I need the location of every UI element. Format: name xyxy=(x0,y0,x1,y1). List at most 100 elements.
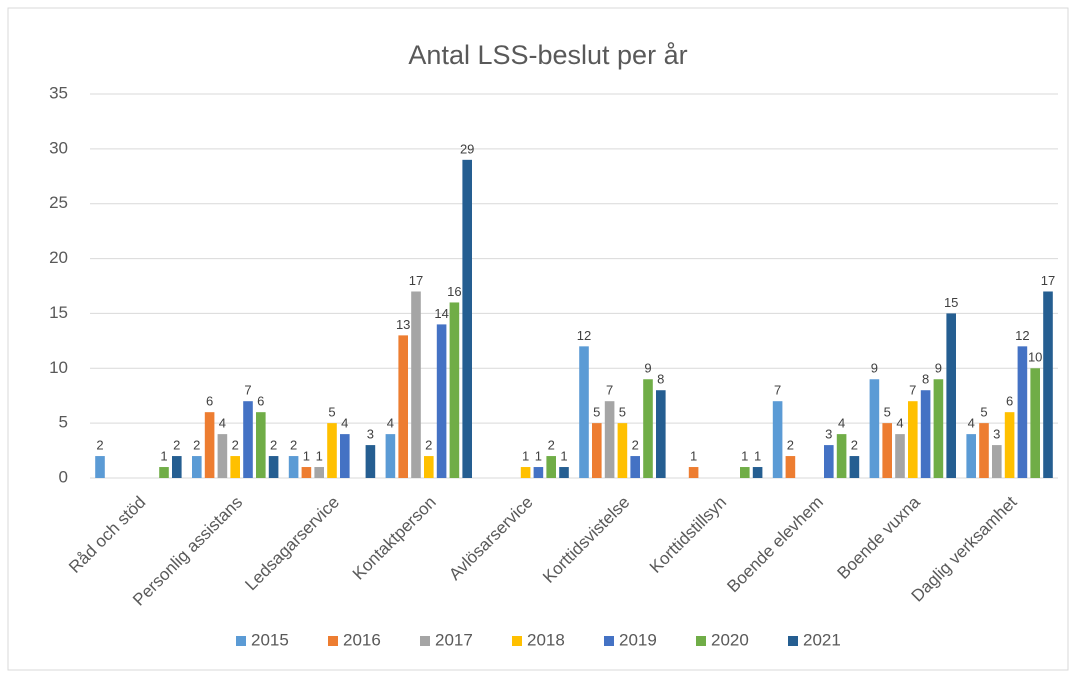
bar xyxy=(411,291,421,478)
data-label: 4 xyxy=(387,416,394,431)
y-tick-label: 0 xyxy=(59,467,68,486)
data-label: 1 xyxy=(535,448,542,463)
bar xyxy=(327,423,337,478)
legend-label: 2015 xyxy=(251,630,289,649)
legend-swatch xyxy=(420,636,430,646)
bar xyxy=(340,434,350,478)
bar xyxy=(398,335,408,478)
data-label: 2 xyxy=(425,437,432,452)
data-label: 6 xyxy=(206,394,213,409)
bar xyxy=(268,456,279,478)
data-label: 3 xyxy=(993,427,1000,442)
data-label: 14 xyxy=(434,306,448,321)
bar xyxy=(933,379,944,478)
bar xyxy=(385,434,396,478)
bar xyxy=(617,423,628,478)
data-label: 29 xyxy=(460,141,474,156)
data-label: 4 xyxy=(838,416,845,431)
legend-label: 2021 xyxy=(803,630,841,649)
bar xyxy=(288,456,299,478)
bar xyxy=(869,379,880,478)
data-label: 7 xyxy=(606,383,613,398)
data-label: 5 xyxy=(328,405,335,420)
bar xyxy=(95,456,105,478)
data-label: 9 xyxy=(871,361,878,376)
data-label: 1 xyxy=(754,448,761,463)
data-label: 5 xyxy=(980,405,987,420)
bar xyxy=(449,302,460,478)
bar xyxy=(1004,412,1015,478)
data-label: 1 xyxy=(316,448,323,463)
data-label: 12 xyxy=(577,328,591,343)
bar xyxy=(849,456,860,478)
data-label: 7 xyxy=(774,383,781,398)
bar xyxy=(256,412,266,478)
data-label: 7 xyxy=(909,383,916,398)
data-label: 5 xyxy=(619,405,626,420)
bar xyxy=(579,346,589,478)
bar xyxy=(836,434,847,478)
data-label: 2 xyxy=(232,437,239,452)
bar xyxy=(436,324,447,478)
data-label: 4 xyxy=(896,416,903,431)
data-label: 2 xyxy=(787,437,794,452)
legend-swatch xyxy=(328,636,338,646)
data-label: 12 xyxy=(1015,328,1029,343)
data-label: 1 xyxy=(741,448,748,463)
data-label: 17 xyxy=(409,273,423,288)
bar xyxy=(1017,346,1028,478)
bar xyxy=(172,456,182,478)
legend-swatch xyxy=(696,636,706,646)
bar xyxy=(740,467,750,478)
bar xyxy=(159,467,169,478)
legend-label: 2016 xyxy=(343,630,381,649)
bar xyxy=(979,423,989,478)
data-label: 2 xyxy=(632,437,639,452)
bar xyxy=(882,423,892,478)
y-tick-label: 15 xyxy=(49,303,68,322)
legend-swatch xyxy=(512,636,522,646)
data-label: 5 xyxy=(593,405,600,420)
legend-swatch xyxy=(236,636,246,646)
data-label: 1 xyxy=(560,448,567,463)
bar xyxy=(688,467,699,478)
y-tick-label: 30 xyxy=(49,138,68,157)
data-label: 4 xyxy=(219,416,226,431)
bar xyxy=(604,401,615,478)
data-label: 16 xyxy=(447,284,461,299)
bar xyxy=(656,390,666,478)
bar xyxy=(592,423,602,478)
legend-swatch xyxy=(604,636,614,646)
data-label: 1 xyxy=(522,448,529,463)
data-label: 9 xyxy=(644,361,651,376)
bar xyxy=(217,434,228,478)
bar xyxy=(192,456,202,478)
bar xyxy=(772,401,783,478)
bar xyxy=(1030,368,1040,478)
data-label: 15 xyxy=(944,295,958,310)
data-label: 3 xyxy=(367,427,374,442)
data-label: 7 xyxy=(244,383,251,398)
bar xyxy=(992,445,1002,478)
bar xyxy=(908,401,918,478)
data-label: 3 xyxy=(825,427,832,442)
bar xyxy=(752,467,763,478)
legend-label: 2020 xyxy=(711,630,749,649)
bar xyxy=(462,159,472,479)
data-label: 1 xyxy=(303,448,310,463)
bar xyxy=(946,313,956,478)
data-label: 1 xyxy=(690,448,697,463)
bar xyxy=(920,390,931,478)
bar xyxy=(1043,291,1053,478)
data-label: 17 xyxy=(1041,273,1055,288)
data-label: 2 xyxy=(193,437,200,452)
bar xyxy=(643,379,653,478)
y-tick-label: 25 xyxy=(49,193,68,212)
chart-border xyxy=(7,7,1069,671)
data-label: 4 xyxy=(968,416,975,431)
bar xyxy=(966,434,976,478)
bar xyxy=(785,456,796,478)
data-label: 2 xyxy=(96,437,103,452)
y-tick-label: 35 xyxy=(49,83,68,102)
